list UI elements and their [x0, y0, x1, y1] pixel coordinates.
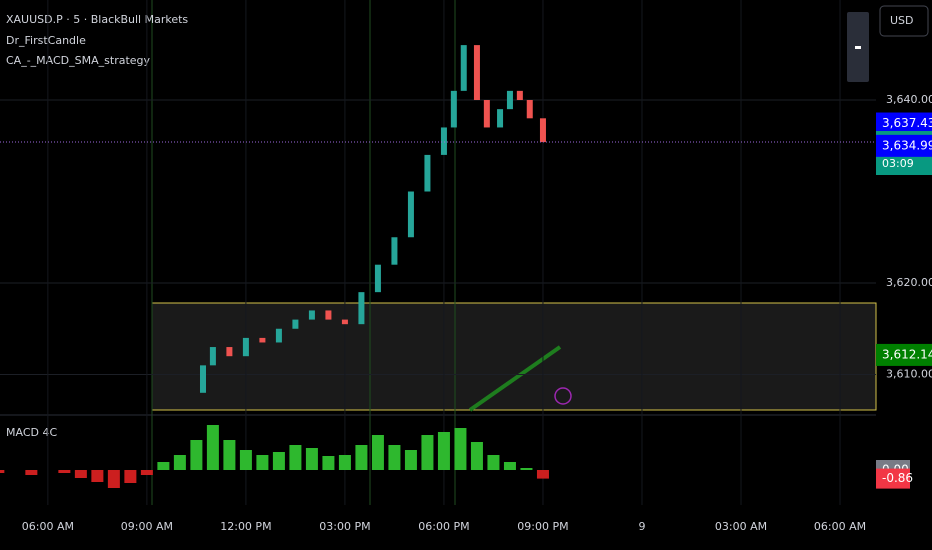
candle — [374, 264, 381, 293]
macd-bar — [536, 470, 549, 479]
price-badge-label: 3,612.14 — [882, 347, 932, 361]
candle — [483, 100, 490, 128]
macd-bar — [470, 442, 483, 470]
macd-bar — [107, 470, 120, 488]
indicator-label: Dr_FirstCandle — [6, 34, 86, 47]
x-tick-label: 03:00 PM — [319, 520, 370, 533]
price-badge — [876, 112, 932, 135]
indicator-label: CA_-_MACD_SMA_strategy — [6, 54, 151, 67]
macd-bar — [74, 470, 87, 478]
x-tick-label: 09:00 AM — [121, 520, 173, 533]
candle — [440, 127, 447, 155]
macd-bar — [289, 445, 302, 470]
candle — [424, 154, 431, 192]
macd-bar — [140, 470, 153, 475]
macd-bar — [58, 470, 71, 473]
trend-line — [468, 345, 562, 412]
macd-bar — [520, 468, 533, 470]
candle — [275, 328, 282, 343]
candle — [199, 365, 206, 393]
x-tick-label: 09:00 PM — [517, 520, 568, 533]
candle — [391, 237, 398, 265]
price-badge-label: 3,637.43 — [882, 116, 932, 130]
macd-badge-label: -0.86 — [882, 471, 913, 485]
macd-bar — [371, 435, 384, 470]
candle — [497, 109, 504, 128]
candle — [341, 319, 348, 325]
countdown: 03:09 — [882, 157, 914, 170]
zone-box — [151, 302, 877, 411]
macd-bar — [272, 452, 285, 470]
macd-bar — [124, 470, 137, 483]
x-tick-label: 03:00 AM — [715, 520, 767, 533]
candle — [358, 292, 365, 325]
macd-bar — [206, 425, 219, 470]
candle — [526, 100, 533, 119]
macd-bar — [305, 448, 318, 470]
candle — [226, 347, 233, 357]
candle — [407, 191, 414, 238]
currency-button[interactable] — [879, 5, 929, 37]
countdown-bg — [876, 153, 932, 176]
macd-bar — [388, 445, 401, 470]
candle — [308, 310, 315, 320]
macd-bar — [487, 455, 500, 470]
macd-title: MACD 4C — [6, 426, 57, 439]
macd-bar — [404, 450, 417, 470]
candle — [473, 45, 480, 101]
x-tick-label: 9 — [638, 520, 645, 533]
macd-bar — [454, 428, 467, 470]
currency-label: USD — [890, 14, 914, 27]
y-tick-label: 3,610.00 — [886, 367, 932, 380]
candle — [506, 90, 513, 110]
macd-bar — [157, 462, 170, 470]
macd-bar — [91, 470, 104, 482]
x-tick-label: 06:00 AM — [22, 520, 74, 533]
macd-bar — [223, 440, 236, 470]
macd-bar — [173, 455, 186, 470]
candle — [242, 337, 249, 357]
y-tick-label: 3,640.00 — [886, 93, 932, 106]
macd-bar — [503, 462, 516, 470]
x-tick-label: 12:00 PM — [220, 520, 271, 533]
price-badge — [876, 134, 932, 157]
macd-bar — [25, 470, 38, 475]
candle — [209, 347, 216, 366]
candle — [292, 319, 299, 329]
price-badge-label: 3,634.99 — [882, 138, 932, 152]
x-tick-label: 06:00 AM — [814, 520, 866, 533]
macd-bar — [190, 440, 203, 470]
side-button-icon — [855, 46, 861, 49]
macd-bar — [239, 450, 252, 470]
candle — [325, 310, 332, 320]
candle — [259, 337, 266, 343]
y-tick-label: 3,620.00 — [886, 276, 932, 289]
macd-bar — [322, 456, 335, 470]
macd-bar — [355, 445, 368, 470]
price-badge — [876, 343, 932, 366]
macd-bar — [338, 455, 351, 470]
macd-bar — [256, 455, 269, 470]
macd-bar — [421, 435, 434, 470]
candle — [450, 90, 457, 128]
symbol-title: XAUUSD.P · 5 · BlackBull Markets — [6, 13, 188, 26]
macd-bar — [0, 470, 5, 473]
event-icon[interactable] — [554, 387, 572, 405]
macd-badge — [876, 468, 910, 489]
candle — [539, 118, 546, 143]
candle — [516, 90, 523, 101]
macd-bar — [437, 432, 450, 470]
x-tick-label: 06:00 PM — [418, 520, 469, 533]
candle — [460, 45, 467, 91]
